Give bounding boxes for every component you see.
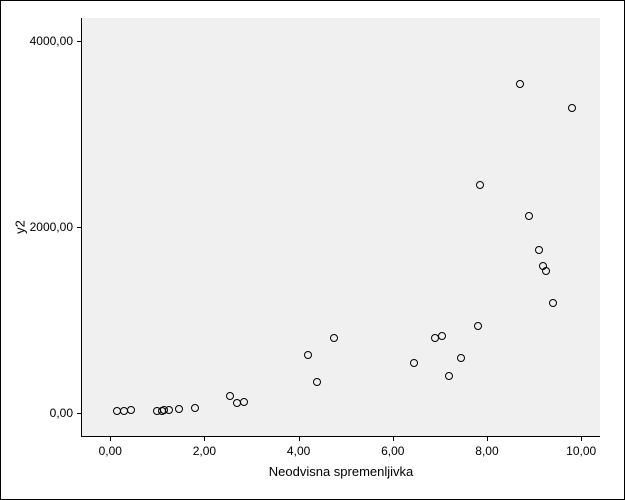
data-point — [165, 406, 173, 414]
scatter-chart: 0,00 2,00 4,00 6,00 8,00 10,00 0,00 2000,00 4000… — [0, 0, 625, 500]
data-point — [568, 104, 576, 112]
x-tick — [110, 436, 111, 441]
x-tick — [393, 436, 394, 441]
y-tick — [77, 413, 82, 414]
data-point — [445, 372, 453, 380]
data-point — [525, 212, 533, 220]
data-point — [330, 334, 338, 342]
y-tick — [77, 41, 82, 42]
data-point — [549, 299, 557, 307]
y-tick-label: 0,00 — [50, 406, 73, 420]
data-point — [535, 246, 543, 254]
x-axis-line — [82, 436, 600, 437]
data-point — [175, 405, 183, 413]
y-tick-label: 4000,00 — [30, 34, 73, 48]
data-point — [304, 351, 312, 359]
x-axis-label: Neodvisna spremenljivka — [269, 464, 414, 479]
x-tick — [487, 436, 488, 441]
x-tick — [204, 436, 205, 441]
y-tick-label: 2000,00 — [30, 220, 73, 234]
data-point — [127, 406, 135, 414]
data-point — [226, 392, 234, 400]
data-point — [191, 404, 199, 412]
x-tick-label: 8,00 — [475, 444, 498, 458]
data-point — [474, 322, 482, 330]
x-tick — [299, 436, 300, 441]
x-tick-label: 4,00 — [287, 444, 310, 458]
y-axis-label: y2 — [13, 220, 28, 234]
data-point — [542, 267, 550, 275]
y-tick — [77, 227, 82, 228]
x-tick-label: 2,00 — [193, 444, 216, 458]
x-tick-label: 0,00 — [99, 444, 122, 458]
x-tick-label: 10,00 — [566, 444, 596, 458]
x-tick — [581, 436, 582, 441]
data-point — [476, 181, 484, 189]
data-point — [457, 354, 465, 362]
data-point — [313, 378, 321, 386]
x-tick-label: 6,00 — [381, 444, 404, 458]
data-point — [438, 332, 446, 340]
data-point — [410, 359, 418, 367]
data-point — [240, 398, 248, 406]
data-point — [516, 80, 524, 88]
